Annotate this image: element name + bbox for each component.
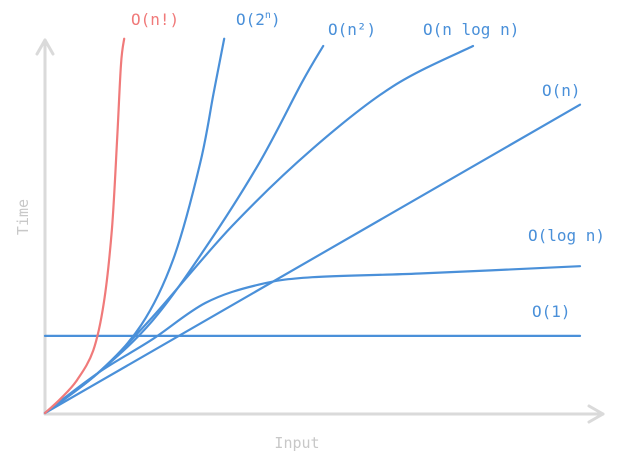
label-constant: O(1) [532, 302, 571, 321]
label-exponential-superscript: n [265, 10, 271, 21]
label-quadratic: O(n²) [328, 20, 376, 39]
label-linearithmic: O(n log n) [423, 20, 519, 39]
label-exponential: O(2n) [236, 10, 281, 29]
x-axis-label: Input [274, 434, 319, 452]
series-line-factorial [43, 37, 126, 415]
label-exponential-base: O(2 [236, 10, 265, 29]
series-group [43, 37, 582, 415]
y-axis-arrowhead [35, 38, 55, 56]
label-logarithmic: O(log n) [528, 226, 605, 245]
series-line-exponential [43, 37, 226, 415]
series-line-linearithmic [43, 44, 475, 415]
x-axis-arrowhead [587, 404, 605, 424]
label-exponential-close: ) [271, 10, 281, 29]
label-linear: O(n) [542, 81, 581, 100]
series-line-linear [43, 103, 582, 415]
label-factorial: O(n!) [131, 10, 179, 29]
series-line-logarithmic [43, 265, 582, 415]
y-axis-label: Time [14, 199, 32, 235]
series-line-quadratic [43, 44, 325, 415]
